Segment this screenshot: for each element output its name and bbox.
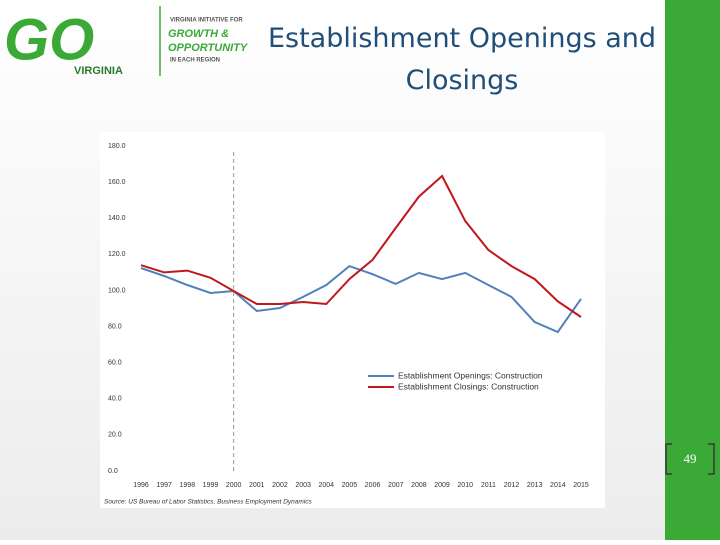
slide-title: Establishment Openings and Closings bbox=[267, 23, 657, 96]
y-tick-label: 40.0 bbox=[108, 396, 122, 403]
y-tick-label: 180.0 bbox=[108, 143, 126, 150]
legend-label: Establishment Closings: Construction bbox=[398, 381, 539, 391]
y-tick-label: 100.0 bbox=[108, 287, 126, 294]
x-tick-label: 2001 bbox=[249, 482, 265, 489]
legend-label: Establishment Openings: Construction bbox=[398, 370, 543, 380]
y-tick-label: 80.0 bbox=[108, 323, 122, 330]
chart-area bbox=[100, 132, 605, 508]
bracket-right bbox=[708, 443, 715, 475]
x-tick-label: 2013 bbox=[527, 482, 543, 489]
chart: 0.0 20.0 40.0 60.0 80.0 100.0 120.0 140.0 160.0 1… bbox=[104, 143, 589, 506]
side-bar bbox=[665, 0, 720, 540]
x-tick-label: 1999 bbox=[203, 482, 219, 489]
x-tick-label: 1998 bbox=[180, 482, 196, 489]
y-tick-label: 140.0 bbox=[108, 215, 126, 222]
logo-line2: GROWTH & bbox=[168, 28, 229, 40]
source: Source: US Bureau of Labor Statistics, B… bbox=[104, 499, 312, 506]
x-tick-label: 2012 bbox=[504, 482, 520, 489]
x-tick-label: 2010 bbox=[457, 482, 473, 489]
logo-line3: OPPORTUNITY bbox=[168, 42, 249, 54]
title-box: Establishment Openings and Closings bbox=[267, 23, 657, 96]
x-tick-label: 2006 bbox=[365, 482, 381, 489]
bracket-left bbox=[665, 443, 672, 475]
x-tick-label: 2008 bbox=[411, 482, 427, 489]
logo-line4: IN EACH REGION bbox=[170, 58, 220, 64]
x-tick-label: 1996 bbox=[133, 482, 149, 489]
x-tick-label: 2000 bbox=[226, 482, 242, 489]
logo-mark: GO bbox=[4, 7, 94, 72]
x-tick-label: 2007 bbox=[388, 482, 404, 489]
series-line bbox=[140, 174, 582, 318]
logo-line1: VIRGINIA INITIATIVE FOR bbox=[170, 18, 243, 24]
x-tick-label: 2003 bbox=[295, 482, 311, 489]
x-tick-label: 2002 bbox=[272, 482, 288, 489]
x-tick-label: 1997 bbox=[156, 482, 172, 489]
page-number: 49 bbox=[684, 451, 697, 466]
y-tick-label: 0.0 bbox=[108, 468, 118, 475]
x-tick-label: 2014 bbox=[550, 482, 566, 489]
x-tick-label: 2011 bbox=[481, 482, 496, 489]
x-tick-label: 2015 bbox=[573, 482, 589, 489]
y-tick-label: 160.0 bbox=[108, 179, 126, 186]
y-tick-label: 60.0 bbox=[108, 360, 122, 367]
y-tick-label: 20.0 bbox=[108, 432, 122, 439]
logo-state: VIRGINIA bbox=[74, 65, 123, 77]
x-tick-label: 2005 bbox=[342, 482, 358, 489]
y-tick-label: 120.0 bbox=[108, 251, 126, 258]
x-tick-label: 2004 bbox=[318, 482, 334, 489]
x-tick-label: 2009 bbox=[434, 482, 450, 489]
